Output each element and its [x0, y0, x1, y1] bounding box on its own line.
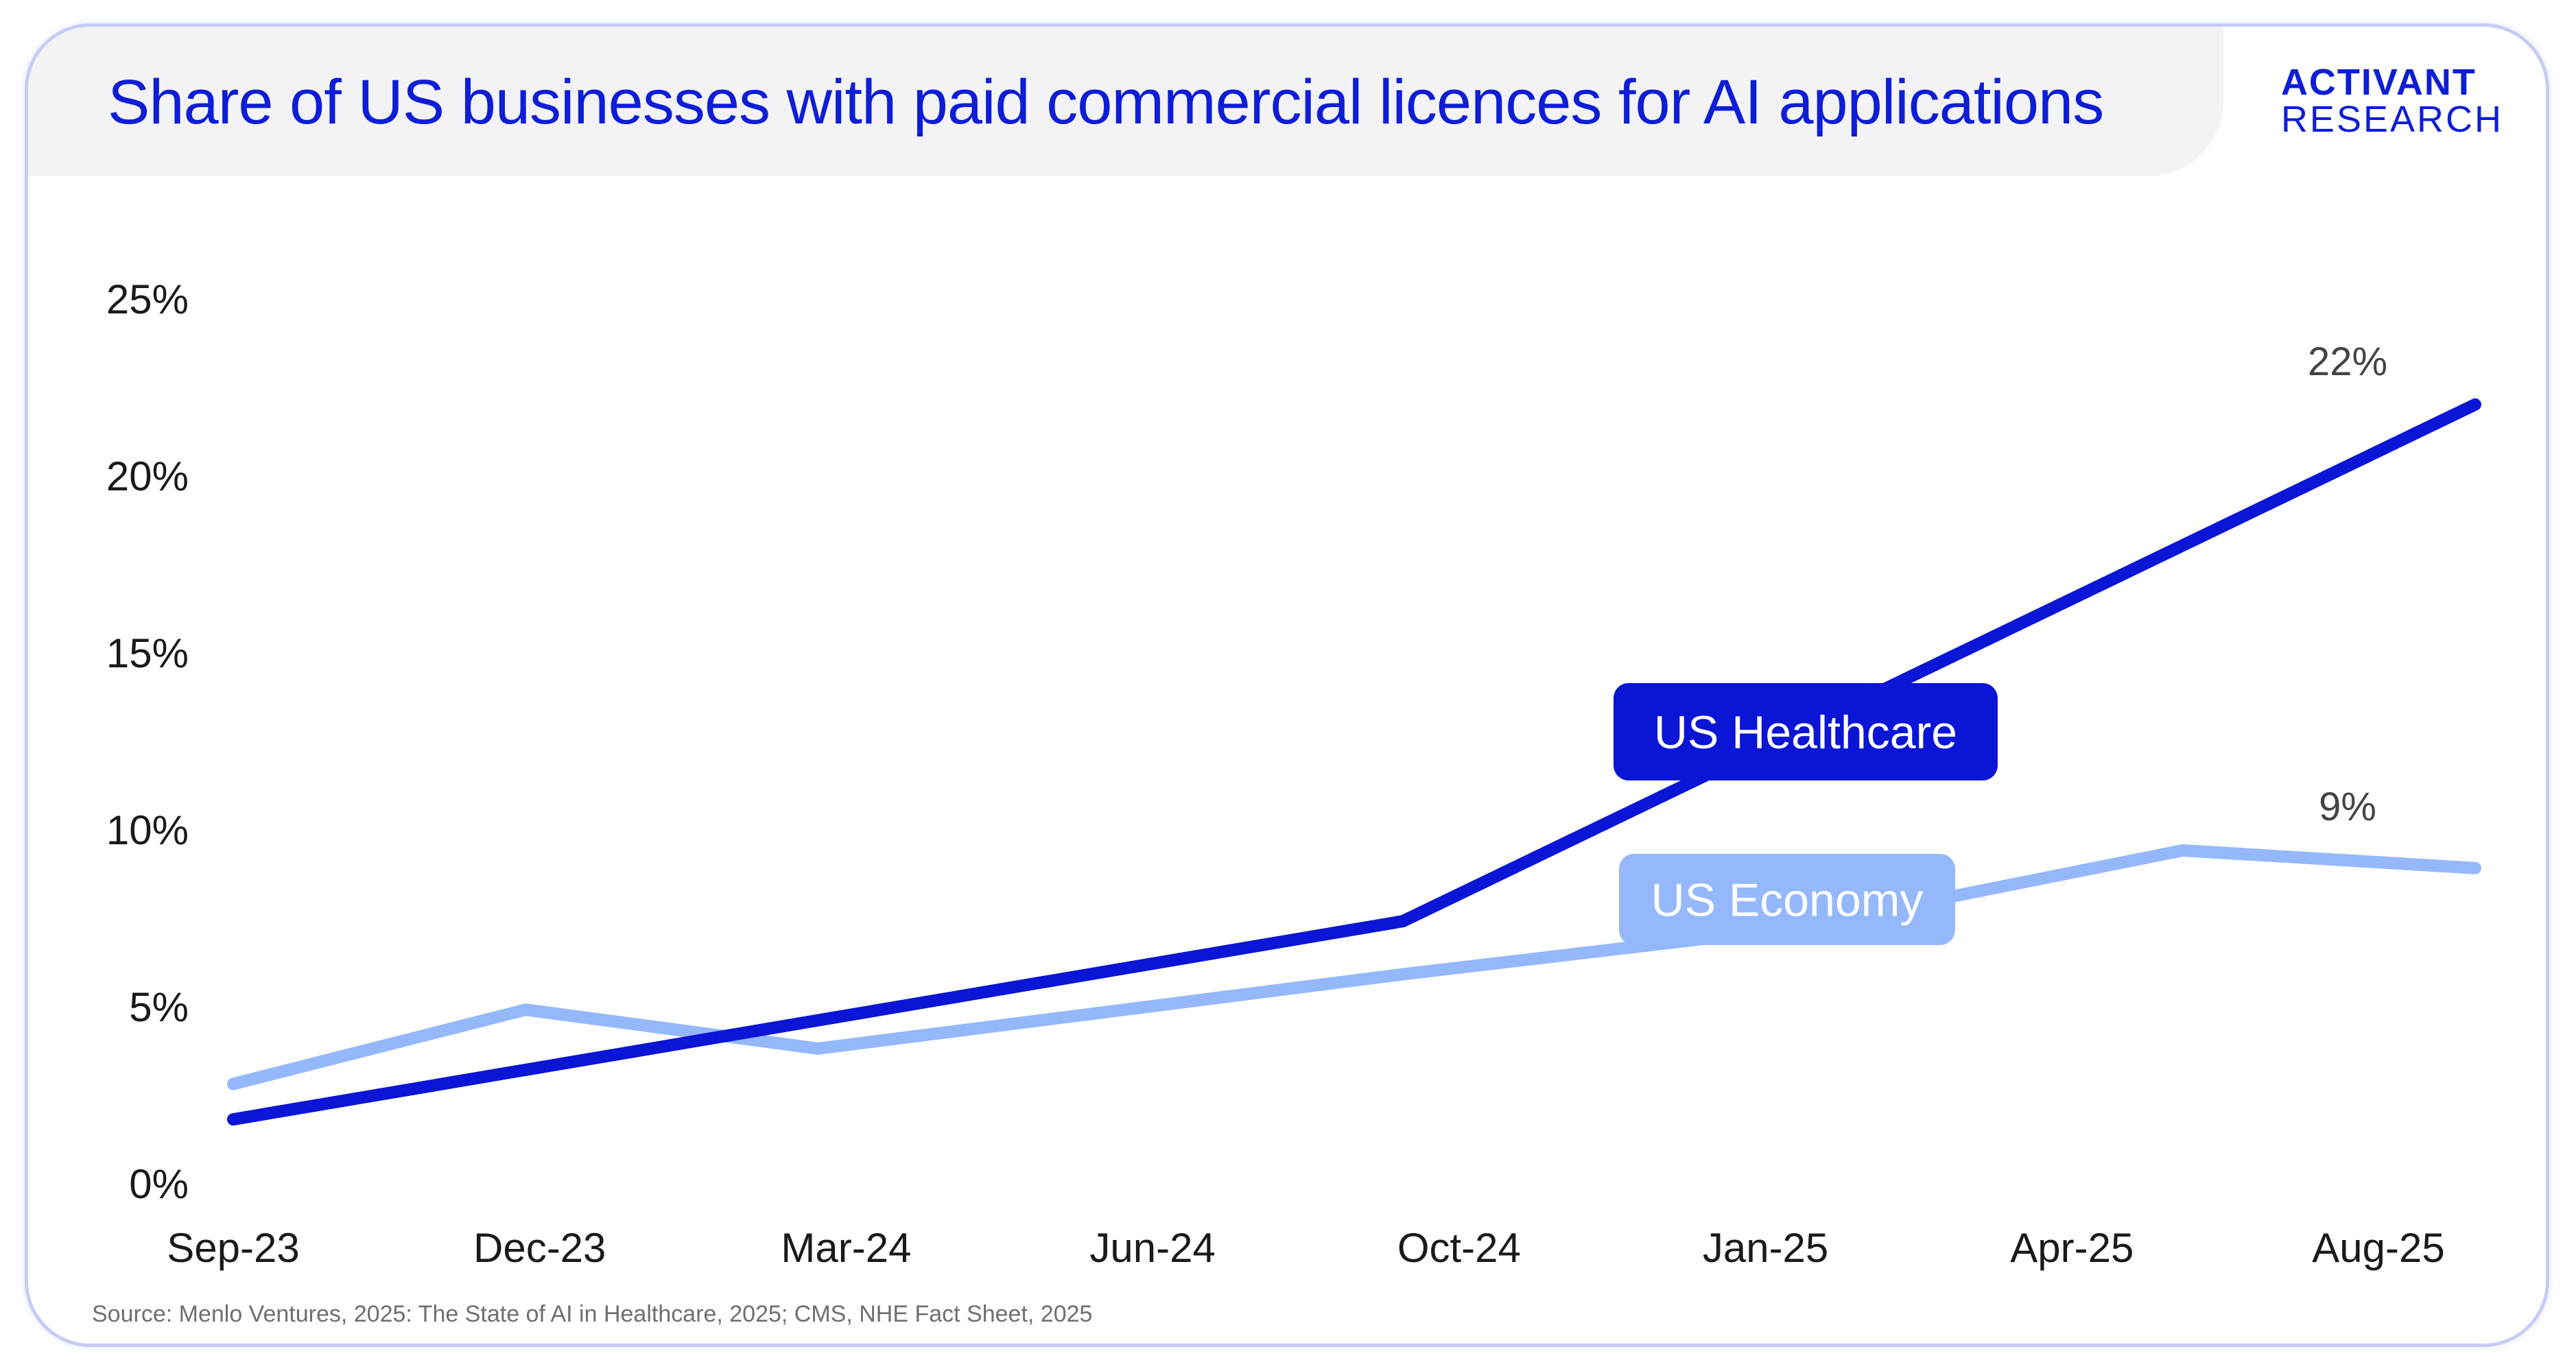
y-tick-label: 25%	[106, 276, 189, 322]
series-line-economy	[227, 844, 2481, 1090]
x-tick-label: Aug-25	[2312, 1225, 2444, 1271]
series-label-box-healthcare	[1614, 683, 1998, 780]
y-tick-label: 5%	[129, 984, 189, 1030]
y-tick-label: 10%	[106, 807, 189, 853]
x-tick-label: Jan-25	[1703, 1225, 1828, 1271]
chart-card: Share of US businesses with paid commerc…	[25, 23, 2549, 1347]
end-value-label: 9%	[2319, 785, 2376, 829]
x-tick-label: Jun-24	[1089, 1225, 1215, 1271]
x-tick-label: Apr-25	[2010, 1225, 2134, 1271]
source-note: Source: Menlo Ventures, 2025: The State …	[92, 1301, 1093, 1327]
x-tick-label: Sep-23	[167, 1225, 299, 1271]
y-tick-label: 15%	[106, 630, 189, 676]
brand-logo: ACTIVANT RESEARCH	[2281, 64, 2503, 138]
series-name-economy: US Economy	[1651, 874, 1924, 927]
x-tick-label: Dec-23	[473, 1225, 606, 1271]
brand-line-1: ACTIVANT	[2280, 62, 2477, 103]
end-value-label: 22%	[2308, 339, 2387, 384]
series-label-box-economy	[1619, 854, 1955, 945]
y-tick-label: 20%	[106, 453, 189, 499]
x-tick-label: Mar-24	[781, 1225, 911, 1271]
brand-line-2: RESEARCH	[2280, 99, 2503, 140]
series-name-healthcare: US Healthcare	[1654, 706, 1957, 759]
series-line-healthcare	[227, 398, 2481, 1126]
title-band: Share of US businesses with paid commerc…	[28, 27, 2223, 176]
x-tick-label: Oct-24	[1397, 1225, 1521, 1271]
y-tick-label: 0%	[129, 1161, 189, 1207]
chart-title: Share of US businesses with paid commerc…	[108, 67, 2104, 137]
